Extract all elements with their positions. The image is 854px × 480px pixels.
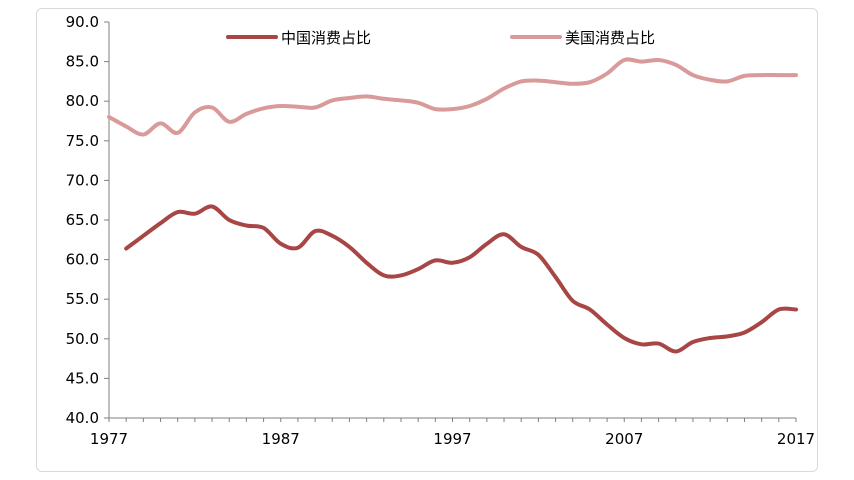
y-tick-label: 70.0 bbox=[66, 171, 99, 189]
y-tick-label: 60.0 bbox=[66, 251, 99, 269]
y-tick-label: 45.0 bbox=[66, 369, 99, 387]
series-line-usa bbox=[107, 57, 798, 137]
series-lines bbox=[107, 57, 798, 354]
x-tick-label: 1997 bbox=[433, 430, 471, 448]
x-tick-label: 1977 bbox=[90, 430, 128, 448]
y-axis-ticks: 40.0 45.0 50.0 55.0 60.0 65.0 70.0 75.0 80.0 85.0… bbox=[66, 13, 109, 427]
y-tick-label: 80.0 bbox=[66, 92, 99, 110]
x-tick-label: 2007 bbox=[605, 430, 643, 448]
y-tick-label: 85.0 bbox=[66, 53, 99, 71]
legend-label-china: 中国消费占比 bbox=[281, 29, 371, 47]
x-tick-label: 1987 bbox=[262, 430, 300, 448]
legend-label-usa: 美国消费占比 bbox=[565, 29, 655, 47]
legend: 中国消费占比 美国消费占比 bbox=[226, 29, 655, 47]
x-axis-ticks: 1977 1987 1997 2007 2017 bbox=[90, 418, 815, 448]
x-tick-label: 2017 bbox=[777, 430, 815, 448]
series-line-china bbox=[124, 204, 798, 354]
y-tick-label: 75.0 bbox=[66, 132, 99, 150]
y-tick-label: 65.0 bbox=[66, 211, 99, 229]
y-tick-label: 40.0 bbox=[66, 409, 99, 427]
chart-frame bbox=[36, 8, 818, 472]
y-tick-label: 50.0 bbox=[66, 330, 99, 348]
y-tick-label: 55.0 bbox=[66, 290, 99, 308]
y-tick-label: 90.0 bbox=[66, 13, 99, 31]
